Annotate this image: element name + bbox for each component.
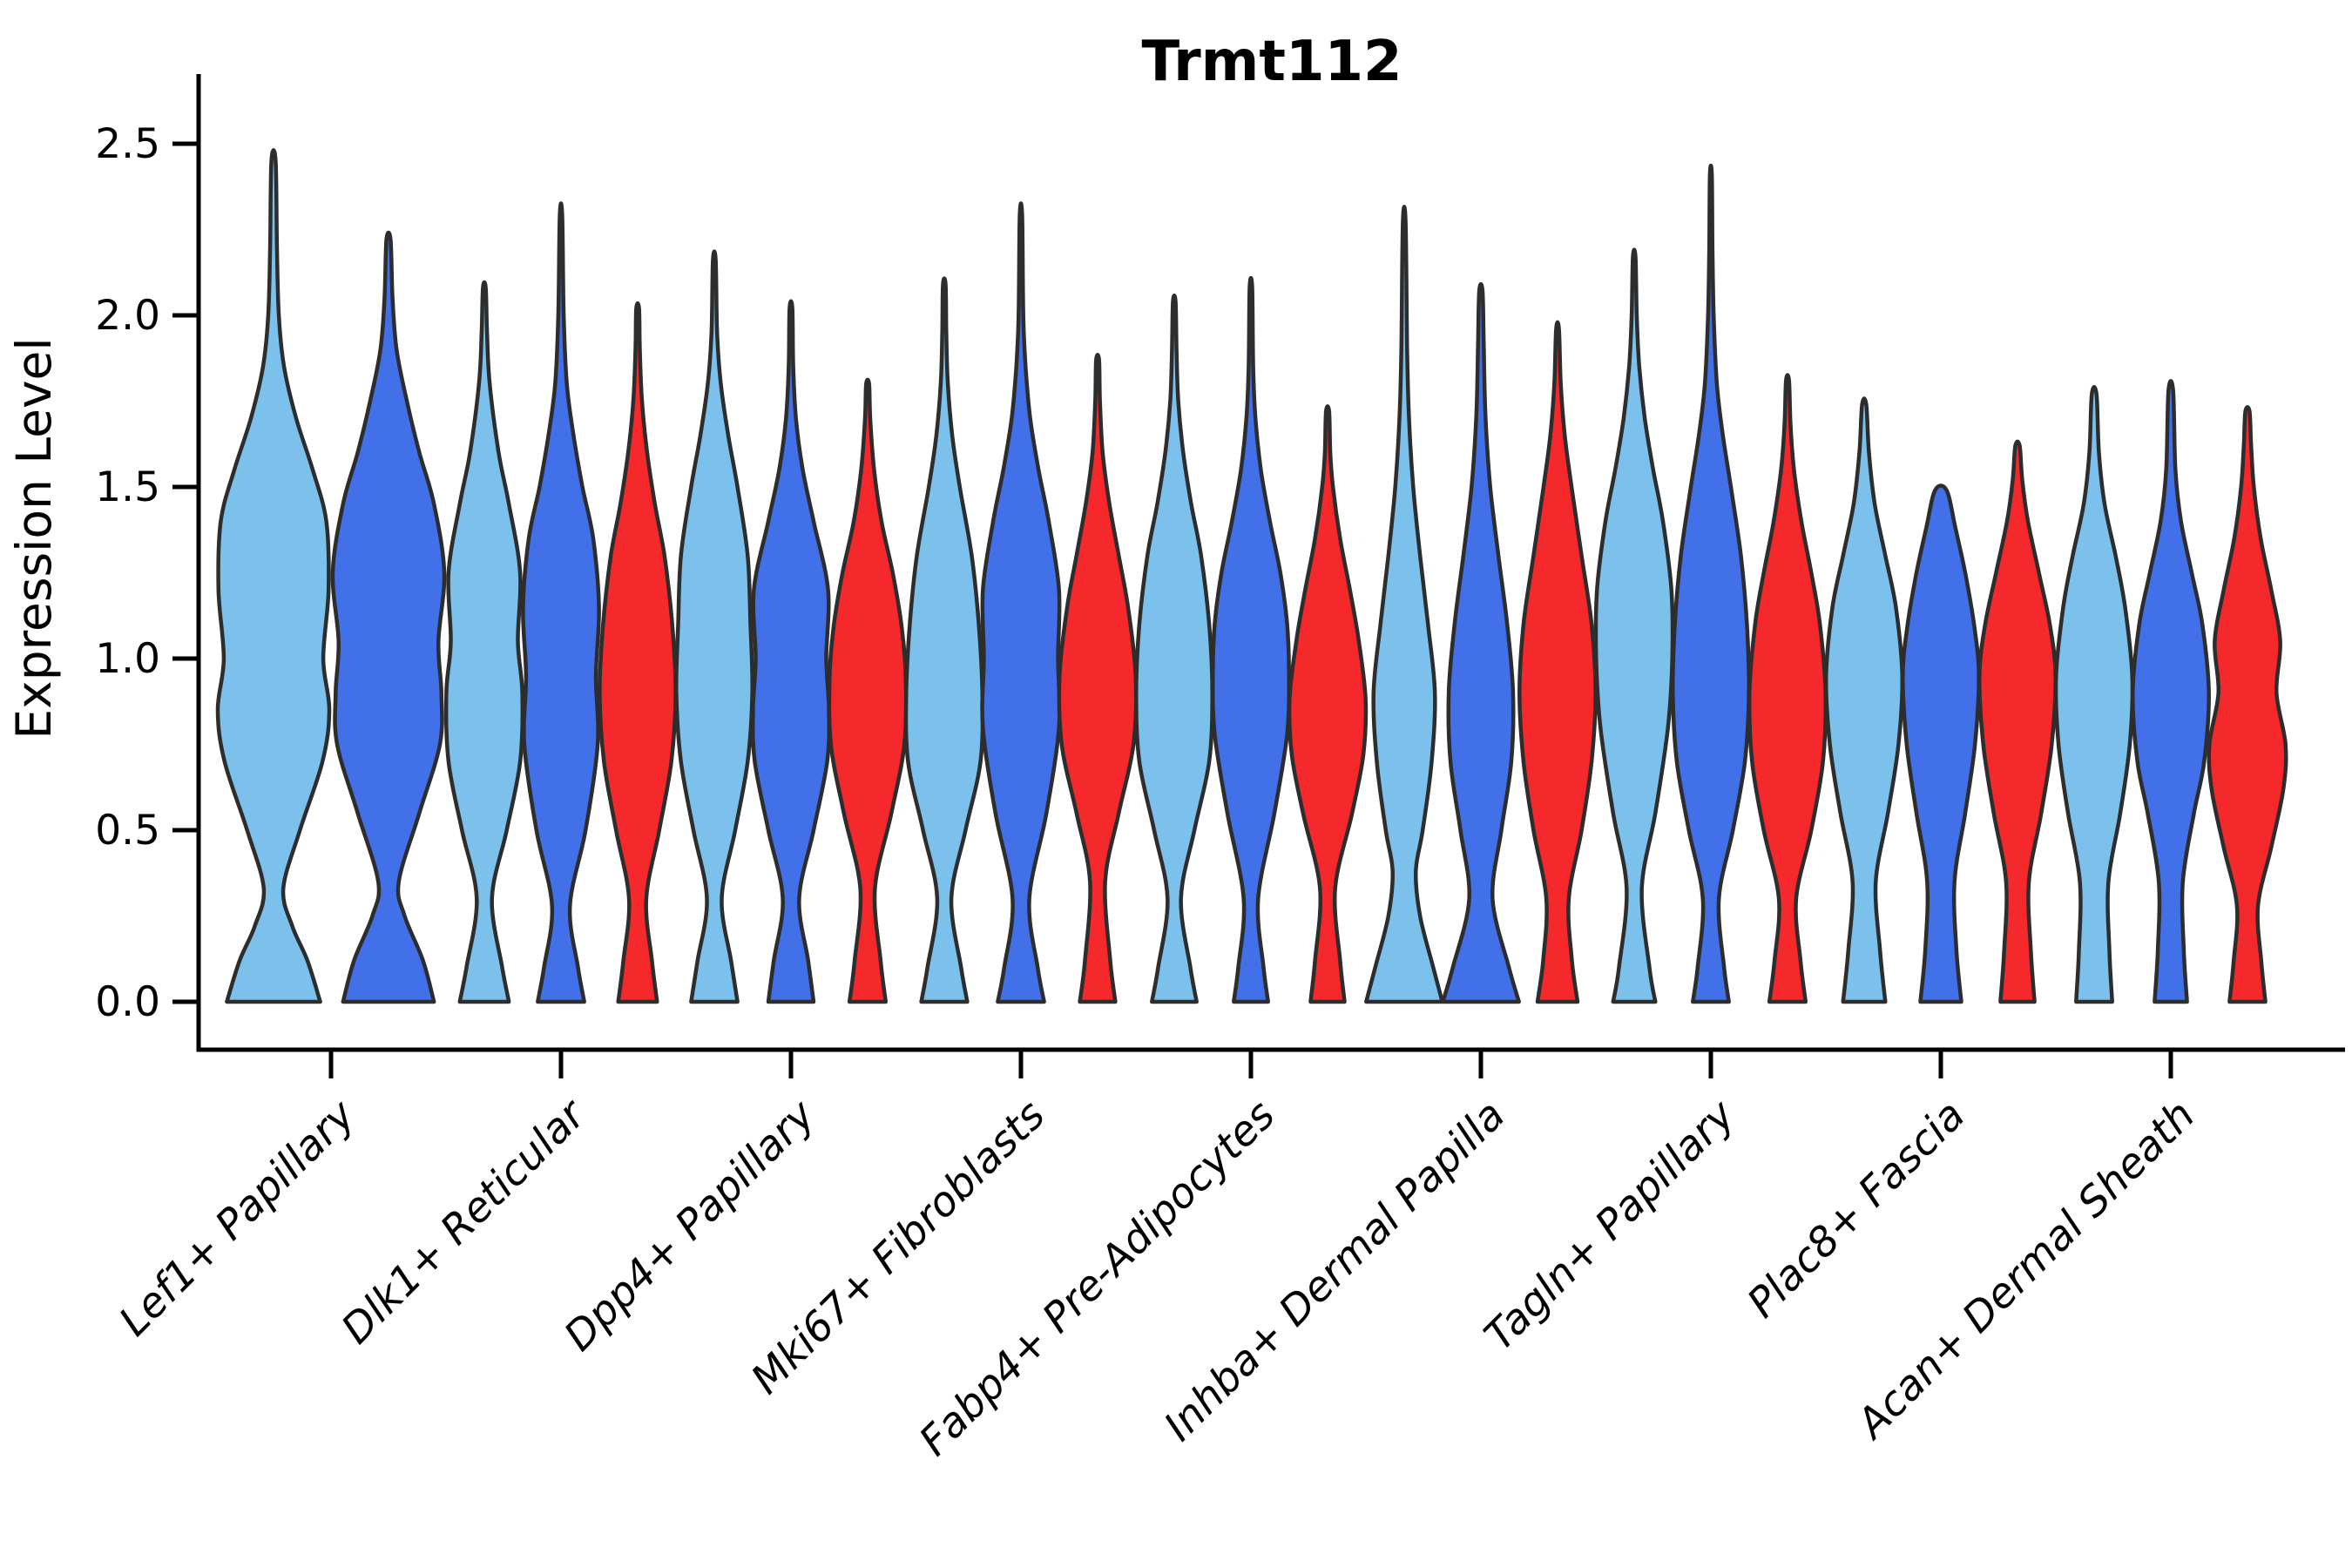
y-tick-label: 1.0	[95, 635, 160, 683]
axes-layer	[172, 74, 2345, 1078]
violin-6-light_blue	[1593, 247, 1675, 1004]
violin-7-dark_blue	[1901, 483, 1981, 1004]
violin-2-red	[827, 377, 909, 1004]
y-tick-label: 0.5	[95, 807, 160, 855]
violin-8-light_blue	[2053, 385, 2135, 1004]
y-axis-label: Expression Level	[6, 337, 62, 739]
violin-7-red	[1977, 439, 2058, 1004]
y-tick-label: 2.0	[95, 292, 160, 340]
violin-3-red	[1057, 353, 1139, 1004]
violin-1-red	[598, 301, 678, 1004]
violin-6-dark_blue	[1671, 163, 1751, 1004]
violin-8-dark_blue	[2131, 379, 2211, 1004]
violin-1-light_blue	[443, 280, 525, 1004]
x-tick-label: Dpp4+ Papillary	[555, 1091, 825, 1361]
violin-layer	[215, 148, 2288, 1004]
violin-7-light_blue	[1823, 396, 1905, 1004]
x-tick-label: Lef1+ Papillary	[110, 1091, 365, 1346]
violin-2-dark_blue	[750, 299, 832, 1004]
x-tick-label: Plac8+ Fascia	[1738, 1092, 1974, 1328]
violin-4-light_blue	[1134, 294, 1214, 1004]
chart-title: Trmt112	[1141, 30, 1402, 94]
y-tick-label: 0.0	[95, 978, 160, 1026]
violin-3-light_blue	[903, 276, 985, 1004]
x-tick-label: Dlk1+ Reticular	[333, 1090, 597, 1354]
violin-4-dark_blue	[1210, 275, 1292, 1004]
violin-5-dark_blue	[1441, 281, 1521, 1004]
violin-1-dark_blue	[521, 201, 601, 1004]
violin-5-light_blue	[1364, 205, 1444, 1004]
violin-0-dark_blue	[330, 230, 447, 1004]
violin-5-red	[1517, 320, 1598, 1004]
violin-2-light_blue	[674, 249, 754, 1004]
y-tick-label: 1.5	[95, 463, 160, 511]
violin-0-light_blue	[215, 148, 332, 1004]
violin-8-red	[2207, 405, 2288, 1004]
violin-6-red	[1747, 373, 1828, 1004]
violin-3-dark_blue	[980, 201, 1062, 1004]
y-tick-label: 2.5	[95, 120, 160, 168]
x-tick-label: Tagln+ Papillary	[1476, 1091, 1746, 1361]
violin-4-red	[1287, 404, 1369, 1004]
